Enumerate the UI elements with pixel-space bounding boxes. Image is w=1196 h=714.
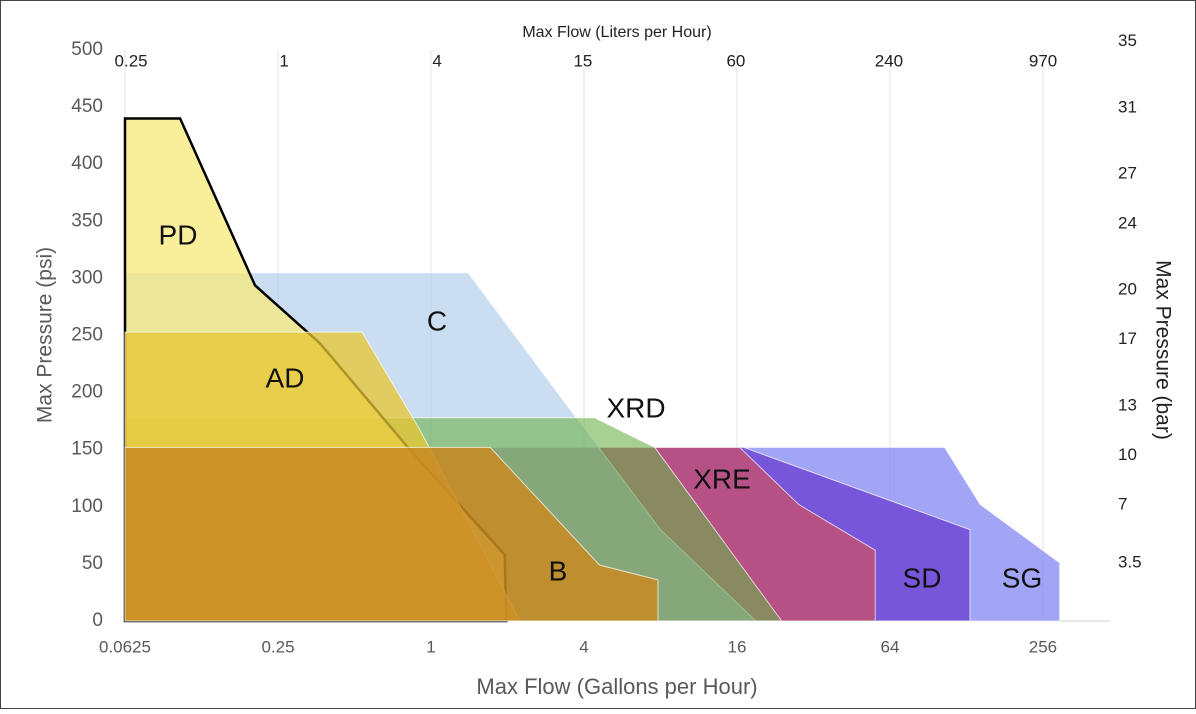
y2-tick-label: 7 (1118, 495, 1127, 514)
x-tick-label: 1 (426, 637, 435, 656)
x2-tick-label: 60 (726, 51, 745, 70)
y-tick-label: 300 (71, 267, 103, 288)
x2-tick-label: 970 (1029, 51, 1057, 70)
x2-axis-title: Max Flow (Liters per Hour) (522, 24, 711, 41)
y-tick-label: 150 (71, 439, 103, 460)
x2-tick-label: 1 (279, 51, 288, 70)
y2-tick-label: 17 (1118, 329, 1137, 348)
y-tick-label: 500 (71, 39, 103, 60)
y2-tick-label: 20 (1118, 279, 1137, 298)
y-tick-label: 350 (71, 210, 103, 231)
x-tick-label: 0.0625 (99, 637, 151, 656)
y-tick-label: 50 (82, 553, 103, 574)
x-axis-title: Max Flow (Gallons per Hour) (476, 674, 757, 699)
x2-tick-label: 4 (432, 51, 441, 70)
y2-axis-title: Max Pressure (bar) (1151, 260, 1174, 440)
series-label: SD (903, 562, 942, 593)
y2-tick-label: 24 (1118, 213, 1137, 232)
series-label: SG (1002, 562, 1042, 593)
y2-tick-label: 10 (1118, 445, 1137, 464)
y2-tick-label: 13 (1118, 395, 1137, 414)
series-label: B (549, 555, 568, 586)
y-tick-label: 0 (92, 610, 103, 631)
x2-tick-label: 15 (573, 51, 592, 70)
series-label: C (427, 305, 447, 336)
y2-tick-label: 35 (1118, 31, 1137, 50)
x-tick-label: 0.25 (261, 637, 294, 656)
x-tick-label: 4 (579, 637, 588, 656)
y2-tick-label: 3.5 (1118, 553, 1142, 572)
x-tick-label: 16 (728, 637, 747, 656)
series-label: XRD (606, 392, 665, 423)
y-tick-label: 450 (71, 96, 103, 117)
y-tick-label: 100 (71, 496, 103, 517)
areas (123, 117, 1061, 623)
y2-tick-label: 31 (1118, 97, 1137, 116)
x2-tick-label: 0.25 (115, 51, 148, 70)
series-label: AD (266, 362, 305, 393)
y2-tick-label: 27 (1118, 164, 1137, 183)
x-tick-label: 64 (880, 637, 899, 656)
y-axis-title: Max Pressure (psi) (34, 247, 57, 423)
labels: SG SD XRE C XRD PD AD B (159, 219, 1043, 593)
x-tick-label: 256 (1029, 637, 1057, 656)
series-label: PD (159, 219, 198, 250)
y-tick-label: 250 (71, 325, 103, 346)
y-tick-label: 400 (71, 153, 103, 174)
area (124, 446, 659, 622)
series-label: XRE (693, 463, 751, 494)
y-tick-label: 200 (71, 382, 103, 403)
x2-tick-label: 240 (875, 51, 903, 70)
